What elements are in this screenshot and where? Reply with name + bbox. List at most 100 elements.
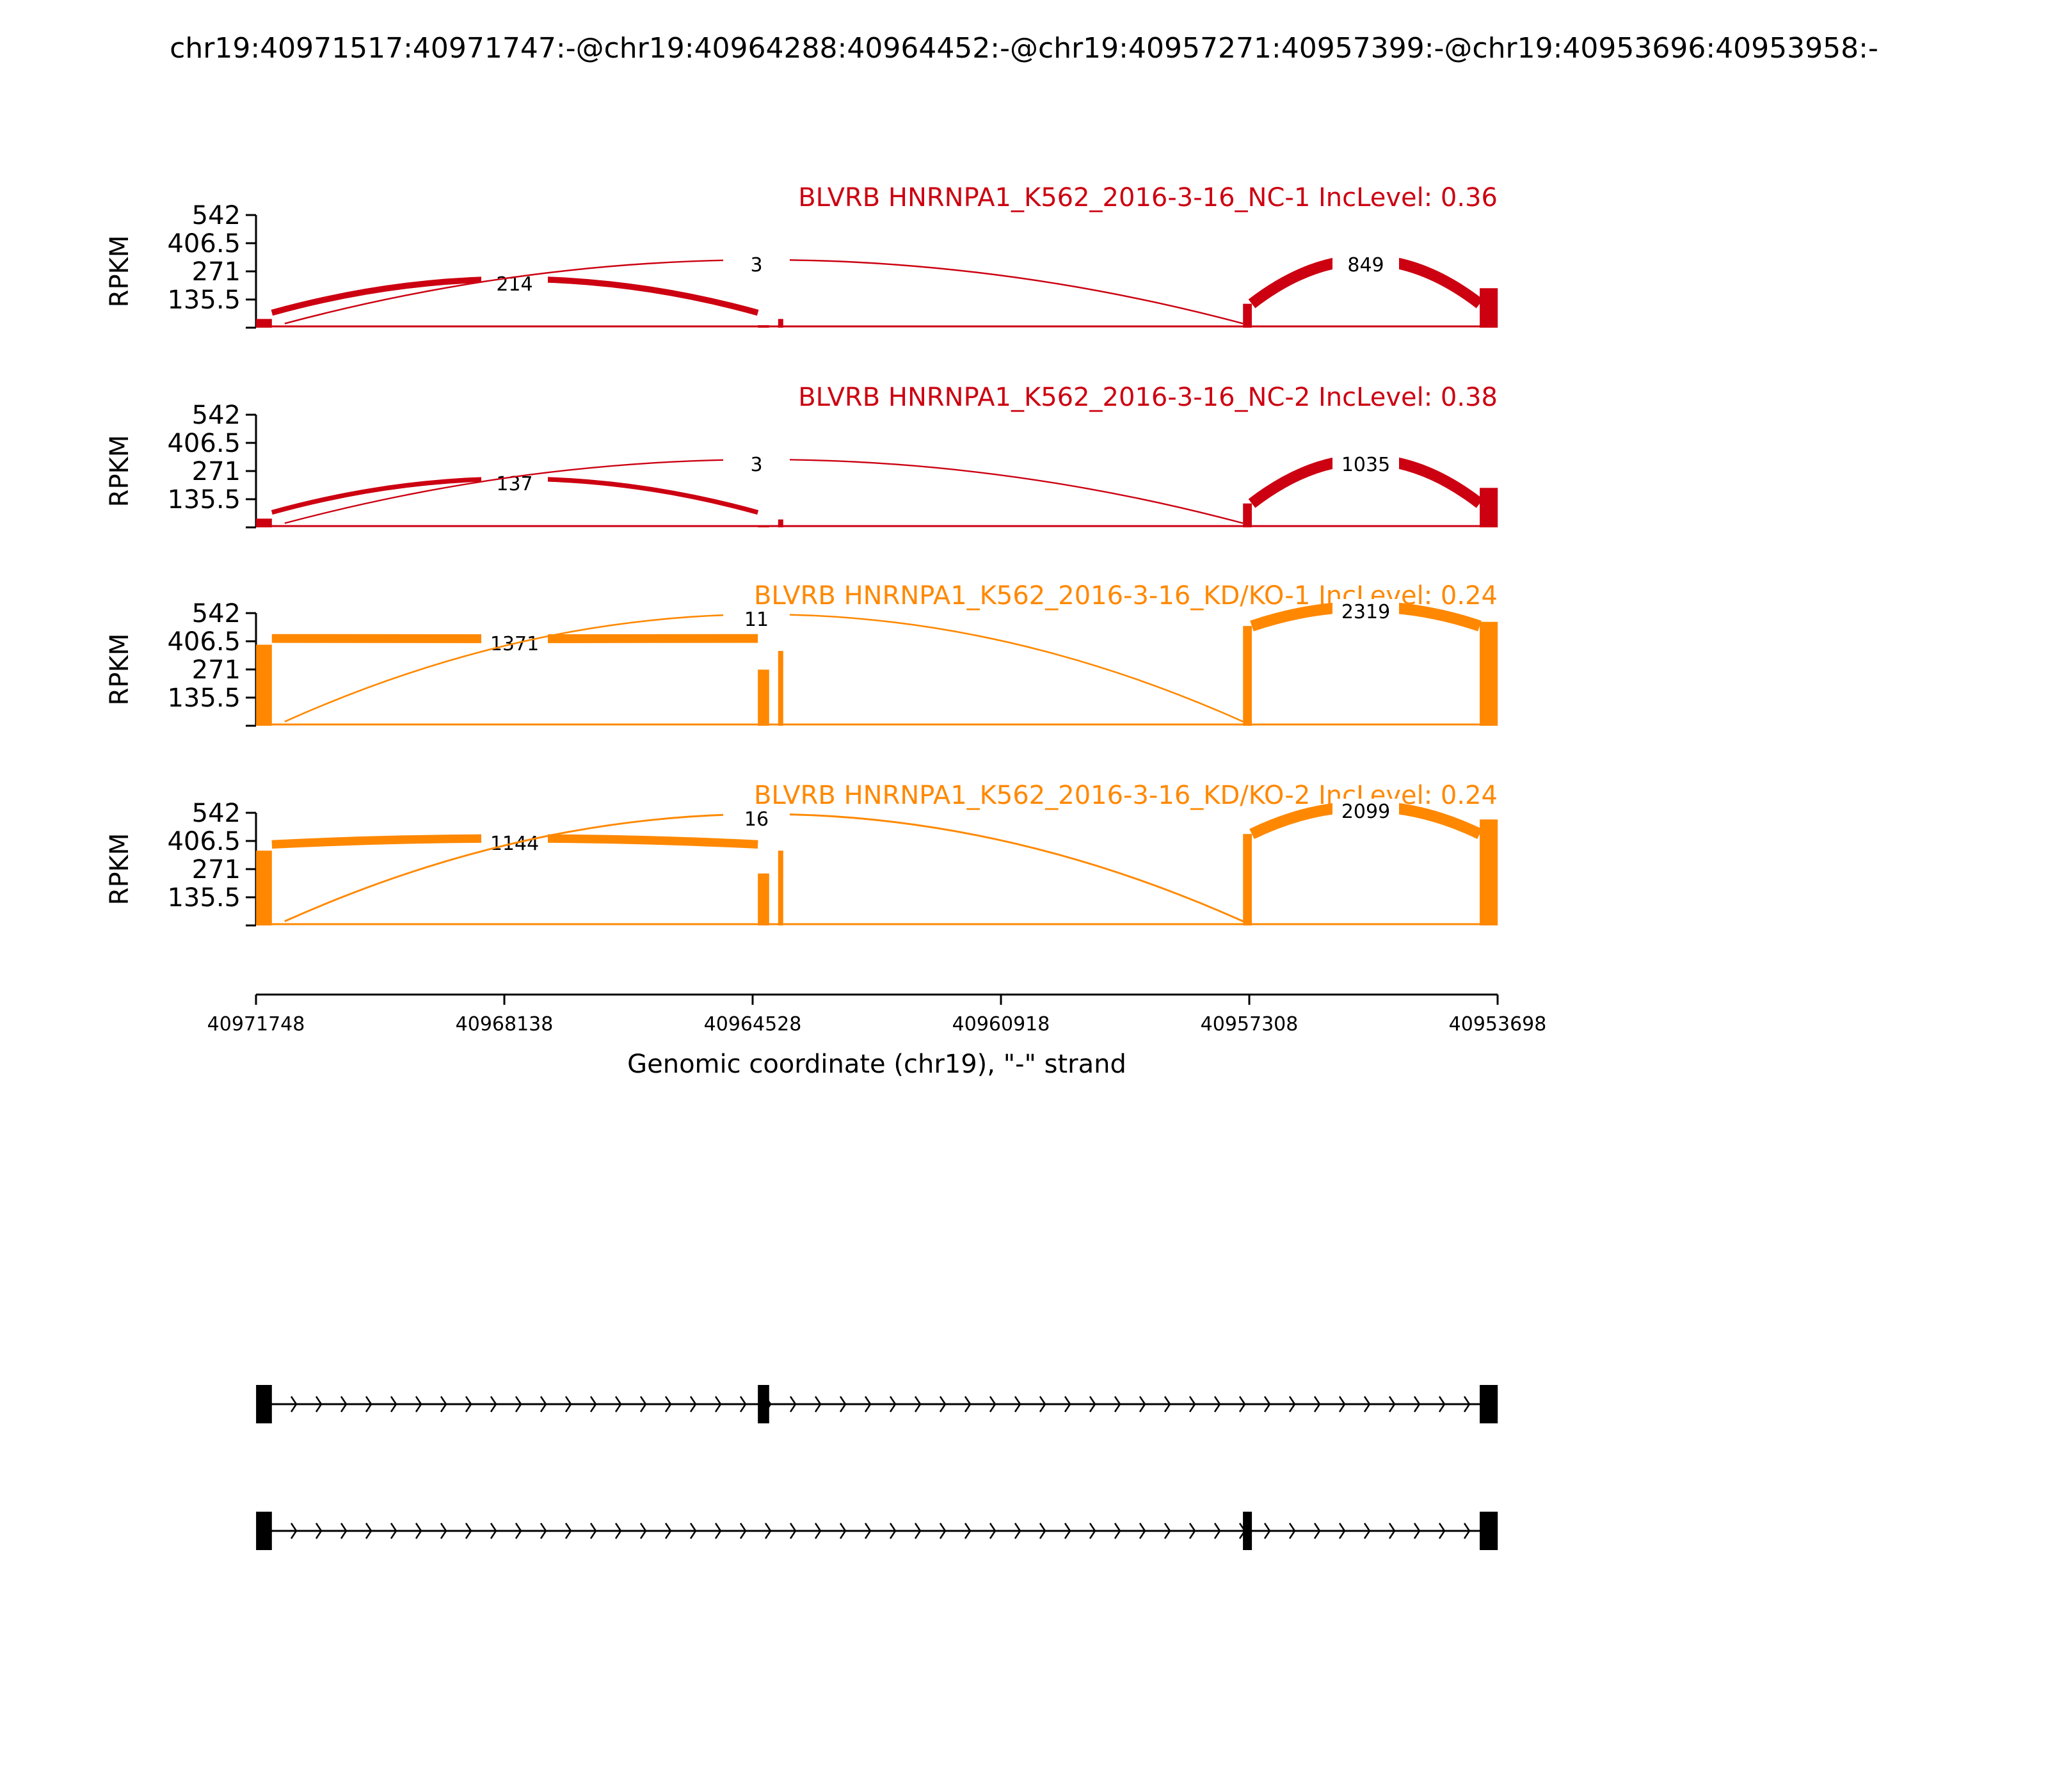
exon-coverage-5 bbox=[1480, 488, 1498, 527]
junction-count-label: 3 bbox=[750, 254, 762, 276]
figure-title: chr19:40971517:40971747:-@chr19:40964288… bbox=[170, 32, 1878, 65]
y-tick-label: 406.5 bbox=[167, 627, 241, 657]
junction-label-bg bbox=[723, 607, 790, 632]
sample-title: BLVRB HNRNPA1_K562_2016-3-16_NC-2 IncLev… bbox=[798, 383, 1498, 412]
strand-arrow bbox=[1039, 1396, 1046, 1412]
strand-arrow bbox=[714, 1523, 722, 1539]
strand-arrow bbox=[1139, 1396, 1146, 1412]
strand-arrow bbox=[1263, 1396, 1271, 1412]
strand-arrow bbox=[664, 1523, 672, 1539]
y-tick-label: 271 bbox=[192, 655, 241, 685]
junction-label-bg bbox=[1332, 599, 1399, 625]
exon-coverage-5 bbox=[1480, 288, 1498, 328]
exon-block bbox=[758, 1385, 769, 1423]
exon-coverage-3 bbox=[778, 319, 783, 328]
strand-arrow bbox=[315, 1523, 323, 1539]
strand-arrow bbox=[515, 1396, 522, 1412]
strand-arrow bbox=[1413, 1396, 1421, 1412]
strand-arrow bbox=[914, 1523, 922, 1539]
strand-arrow bbox=[440, 1523, 447, 1539]
x-tick-label: 40968138 bbox=[456, 1013, 554, 1036]
exon-coverage-1 bbox=[256, 644, 272, 726]
strand-arrow bbox=[1363, 1396, 1371, 1412]
strand-arrow bbox=[939, 1523, 947, 1539]
strand-arrow bbox=[1388, 1396, 1396, 1412]
strand-arrow bbox=[689, 1523, 697, 1539]
strand-arrow bbox=[614, 1523, 622, 1539]
junction-count-label: 11 bbox=[744, 609, 769, 631]
y-tick-label: 542 bbox=[192, 799, 241, 828]
exon-coverage-4 bbox=[1243, 626, 1252, 726]
strand-arrow bbox=[714, 1396, 722, 1412]
exon-coverage-2 bbox=[758, 669, 769, 726]
strand-arrow bbox=[1139, 1523, 1146, 1539]
junction-label-bg bbox=[1332, 252, 1399, 278]
strand-arrow bbox=[1039, 1523, 1046, 1539]
strand-arrow bbox=[1089, 1523, 1096, 1539]
junction-label-bg bbox=[1332, 799, 1399, 824]
junction-label-bg bbox=[481, 271, 548, 297]
junction-count-label: 16 bbox=[744, 808, 769, 831]
strand-arrow bbox=[1363, 1523, 1371, 1539]
strand-arrow bbox=[1164, 1396, 1171, 1412]
junction-label-bg bbox=[723, 452, 790, 477]
strand-arrow bbox=[1014, 1396, 1021, 1412]
junction-label-bg bbox=[723, 252, 790, 278]
x-tick-label: 40971748 bbox=[207, 1013, 305, 1036]
strand-arrow bbox=[639, 1396, 647, 1412]
exon-coverage-3 bbox=[778, 651, 783, 726]
strand-arrow bbox=[1064, 1523, 1071, 1539]
strand-arrow bbox=[415, 1523, 422, 1539]
strand-arrow bbox=[1213, 1523, 1221, 1539]
strand-arrow bbox=[1413, 1523, 1421, 1539]
exon-coverage-5 bbox=[1480, 621, 1498, 726]
strand-arrow bbox=[1188, 1396, 1196, 1412]
strand-arrow bbox=[390, 1523, 397, 1539]
strand-arrow bbox=[1288, 1523, 1296, 1539]
y-tick-label: 135.5 bbox=[167, 684, 241, 713]
exon-coverage-4 bbox=[1243, 503, 1252, 527]
strand-arrow bbox=[889, 1523, 897, 1539]
strand-arrow bbox=[1338, 1523, 1346, 1539]
junction-count-label: 2319 bbox=[1341, 601, 1390, 623]
junction-count-label: 2099 bbox=[1341, 801, 1390, 823]
strand-arrow bbox=[1388, 1523, 1396, 1539]
strand-arrow bbox=[1463, 1396, 1471, 1412]
y-tick-label: 542 bbox=[192, 401, 241, 430]
exon-coverage-2 bbox=[758, 525, 769, 527]
junction-count-label: 3 bbox=[750, 454, 762, 476]
strand-arrow bbox=[764, 1523, 772, 1539]
strand-arrow bbox=[864, 1396, 872, 1412]
strand-arrow bbox=[390, 1396, 397, 1412]
y-axis-label: RPKM bbox=[105, 435, 134, 508]
strand-arrow bbox=[839, 1396, 847, 1412]
strand-arrow bbox=[365, 1396, 372, 1412]
strand-arrow bbox=[1014, 1523, 1021, 1539]
exon-block bbox=[1480, 1385, 1498, 1423]
strand-arrow bbox=[1064, 1396, 1071, 1412]
strand-arrow bbox=[1164, 1523, 1171, 1539]
sample-title: BLVRB HNRNPA1_K562_2016-3-16_NC-1 IncLev… bbox=[798, 183, 1498, 212]
y-tick-label: 542 bbox=[192, 201, 241, 230]
exon-coverage-3 bbox=[778, 519, 783, 527]
strand-arrow bbox=[340, 1523, 348, 1539]
strand-arrow bbox=[964, 1396, 972, 1412]
y-tick-label: 406.5 bbox=[167, 827, 241, 856]
strand-arrow bbox=[589, 1523, 597, 1539]
isoform-track bbox=[256, 1385, 1498, 1550]
y-axis-label: RPKM bbox=[105, 634, 134, 706]
strand-arrow bbox=[739, 1523, 747, 1539]
exon-coverage-1 bbox=[256, 319, 272, 328]
junction-count-label: 1035 bbox=[1341, 454, 1390, 476]
x-tick-label: 40964528 bbox=[704, 1013, 802, 1036]
strand-arrow bbox=[1313, 1396, 1321, 1412]
exon-coverage-2 bbox=[758, 325, 769, 328]
strand-arrow bbox=[564, 1396, 572, 1412]
x-axis-label: Genomic coordinate (chr19), "-" strand bbox=[627, 1050, 1126, 1079]
strand-arrow bbox=[465, 1523, 472, 1539]
exon-block bbox=[256, 1385, 272, 1423]
strand-arrow bbox=[290, 1396, 298, 1412]
strand-arrow bbox=[415, 1396, 422, 1412]
strand-arrow bbox=[340, 1396, 348, 1412]
